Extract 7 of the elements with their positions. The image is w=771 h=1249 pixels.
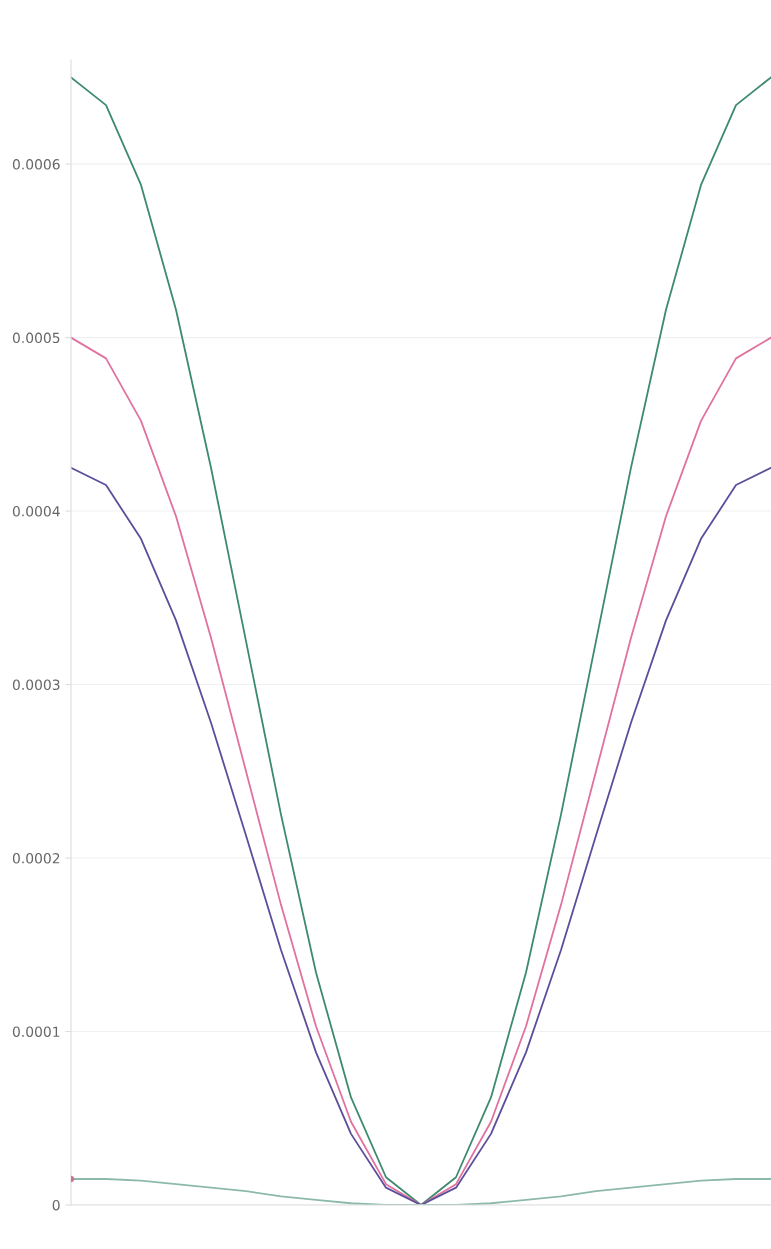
y-tick-label: 0.0003 <box>12 679 60 691</box>
y-tick-label: 0.0001 <box>12 1026 60 1037</box>
y-tick-label: 0.0005 <box>12 332 60 344</box>
y-tick-label: 0.0002 <box>12 853 60 864</box>
y-tick-label: 0.0006 <box>12 159 60 170</box>
y-tick-label: 0 <box>52 1199 60 1211</box>
y-tick-label: 0.0004 <box>12 506 60 517</box>
